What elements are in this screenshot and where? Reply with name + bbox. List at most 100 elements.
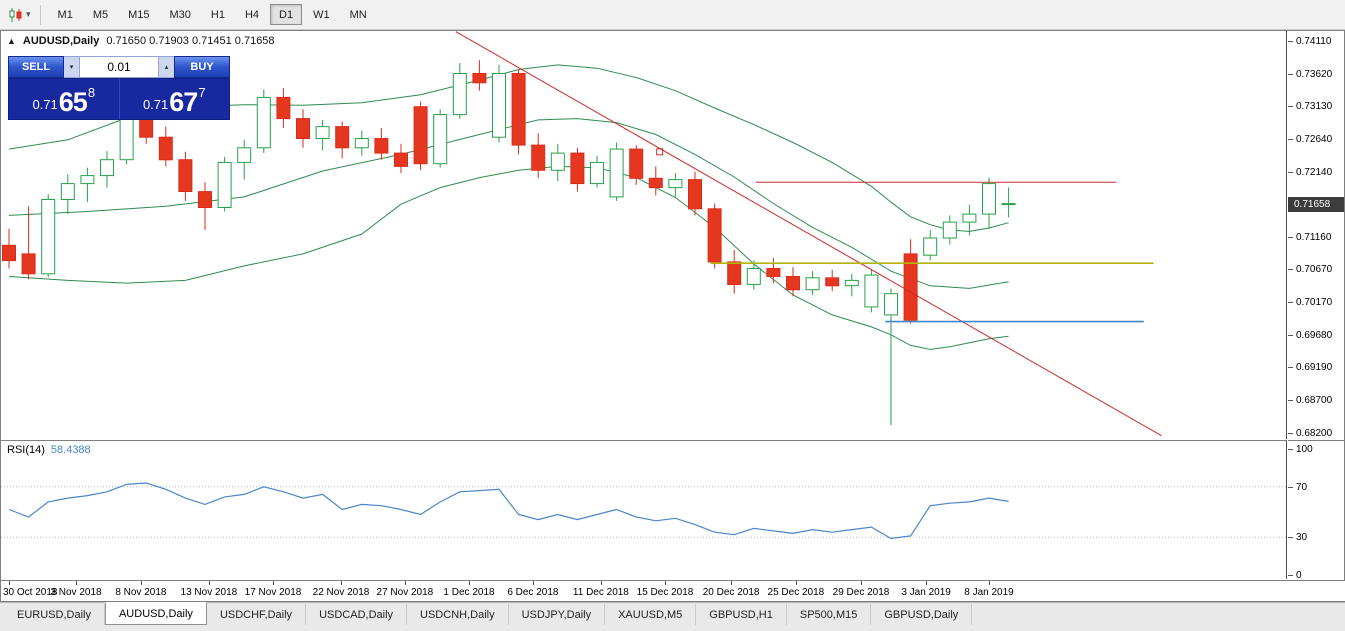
- bollinger-upper-band: [8, 64, 1009, 232]
- toolbar-separator: [39, 4, 41, 25]
- candle: [80, 175, 95, 185]
- candle: [452, 73, 467, 116]
- candle: [21, 253, 36, 275]
- candle: [746, 268, 761, 285]
- tab-gbpusd-daily[interactable]: GBPUSD,Daily: [871, 604, 973, 625]
- timeframe-button-m30[interactable]: M30: [169, 8, 191, 21]
- price-axis[interactable]: 0.74110 0.73620 0.73130 0.72640 0.72140 0.716…: [1288, 31, 1344, 439]
- trendline-object[interactable]: [455, 31, 1162, 437]
- volume-stepper-up[interactable]: ▴: [159, 56, 174, 78]
- rsi-axis-tick: [1288, 537, 1293, 539]
- candle: [570, 152, 585, 185]
- dropdown-caret-icon[interactable]: ▾: [26, 9, 31, 19]
- time-axis-tick: [469, 581, 470, 585]
- main-chart-pane[interactable]: ▲ AUDUSD,Daily 0.71650 0.71903 0.71451 0…: [1, 31, 1287, 439]
- tab-sp500-m15[interactable]: SP500,M15: [787, 604, 872, 625]
- tab-xauusd-m5[interactable]: XAUUSD,M5: [605, 604, 697, 625]
- date-label: 1 Dec 2018: [443, 587, 495, 598]
- timeframe-button-d1[interactable]: D1: [270, 4, 303, 25]
- timeframe-button-m15[interactable]: M15: [128, 8, 150, 21]
- tab-usdjpy-daily[interactable]: USDJPY,Daily: [509, 604, 606, 625]
- rsi-axis-tick: [1288, 486, 1293, 488]
- date-label: 25 Dec 2018: [767, 587, 825, 598]
- rsi-axis[interactable]: 100 70 30 0: [1288, 440, 1344, 581]
- price-axis-label: 0.70170: [1296, 297, 1333, 309]
- candle: [433, 114, 448, 165]
- price-axis-tick: [1288, 236, 1293, 238]
- date-label: 29 Dec 2018: [832, 587, 890, 598]
- candle: [942, 221, 957, 239]
- time-axis-tick: [140, 581, 142, 585]
- candle: [707, 208, 722, 263]
- time-axis-tick: [861, 581, 862, 585]
- candle: [41, 199, 56, 275]
- price-axis-label: 0.69190: [1296, 362, 1333, 374]
- timeframe-button-h1[interactable]: H1: [210, 8, 225, 21]
- date-label: 11 Dec 2018: [572, 587, 629, 598]
- candle: [394, 152, 408, 167]
- rsi-pane[interactable]: RSI(14) 58.4388: [1, 440, 1287, 579]
- time-axis-tick: [273, 581, 274, 585]
- candle: [668, 179, 683, 189]
- volume-input[interactable]: 0.01: [79, 56, 159, 78]
- candle: [727, 261, 742, 285]
- candle: [511, 73, 526, 146]
- current-price-tag: 0.71658: [1288, 196, 1344, 212]
- candle: [590, 161, 604, 185]
- timeframe-button-m5[interactable]: M5: [92, 8, 109, 21]
- price-axis-tick: [1288, 41, 1293, 42]
- one-click-toggle-icon[interactable]: ▲: [7, 36, 16, 46]
- price-chart-canvas[interactable]: [1, 31, 1287, 439]
- time-axis-tick: [989, 581, 990, 585]
- price-axis-label: 0.68200: [1296, 428, 1333, 439]
- tab-usdcnh-daily[interactable]: USDCNH,Daily: [407, 604, 509, 625]
- trendline-handle[interactable]: [656, 148, 664, 156]
- price-axis-label: 0.69680: [1296, 329, 1333, 341]
- sell-price-pips: 65: [58, 87, 88, 118]
- candle: [256, 96, 271, 149]
- volume-stepper-down[interactable]: ▾: [64, 56, 79, 78]
- timeframe-button-mn[interactable]: MN: [349, 8, 367, 21]
- tab-usdcad-daily[interactable]: USDCAD,Daily: [306, 604, 408, 625]
- bollinger-middle-band: [8, 118, 1009, 289]
- price-axis-tick: [1288, 106, 1293, 107]
- time-axis-tick: [404, 581, 406, 585]
- date-label: 27 Nov 2018: [376, 587, 434, 598]
- tab-usdchf-daily[interactable]: USDCHF,Daily: [207, 604, 307, 625]
- candlestick-chart-icon[interactable]: [6, 5, 26, 25]
- price-axis-label: 0.72640: [1296, 133, 1333, 145]
- candle: [609, 148, 624, 198]
- price-axis-tick: [1288, 138, 1293, 140]
- candle: [884, 293, 898, 316]
- candle: [354, 138, 369, 149]
- rsi-value-label: 58.4388: [50, 444, 91, 456]
- buy-price-display[interactable]: 0.71 67 7: [120, 79, 230, 119]
- candle: [60, 183, 75, 201]
- candle: [237, 147, 252, 163]
- time-axis-tick: [341, 581, 342, 585]
- time-axis-tick: [9, 581, 10, 585]
- tab-gbpusd-h1[interactable]: GBPUSD,H1: [696, 604, 787, 625]
- time-axis[interactable]: 30 Oct 2018 3 Nov 2018 8 Nov 2018 13 Nov 20…: [1, 580, 1345, 601]
- time-axis-tick: [532, 581, 534, 585]
- tab-eurusd-daily[interactable]: EURUSD,Daily: [4, 604, 105, 625]
- candle: [276, 96, 291, 120]
- candle: [413, 106, 428, 165]
- price-axis-tick: [1288, 334, 1293, 336]
- candle: [648, 177, 663, 189]
- candle: [864, 274, 879, 308]
- tab-audusd-daily[interactable]: AUDUSD,Daily: [104, 602, 207, 625]
- timeframe-button-m1[interactable]: M1: [57, 8, 73, 21]
- sell-button[interactable]: SELL: [8, 56, 64, 78]
- rsi-chart-canvas[interactable]: [1, 441, 1287, 579]
- buy-button[interactable]: BUY: [174, 56, 230, 78]
- candle: [335, 126, 350, 149]
- timeframe-button-w1[interactable]: W1: [313, 8, 330, 21]
- time-axis-tick: [76, 581, 77, 585]
- candle: [982, 183, 996, 215]
- candle: [178, 159, 193, 192]
- price-axis-tick: [1288, 171, 1293, 173]
- buy-price-point: 7: [198, 85, 206, 100]
- sell-price-display[interactable]: 0.71 65 8: [9, 79, 120, 119]
- timeframe-button-h4[interactable]: H4: [244, 8, 260, 21]
